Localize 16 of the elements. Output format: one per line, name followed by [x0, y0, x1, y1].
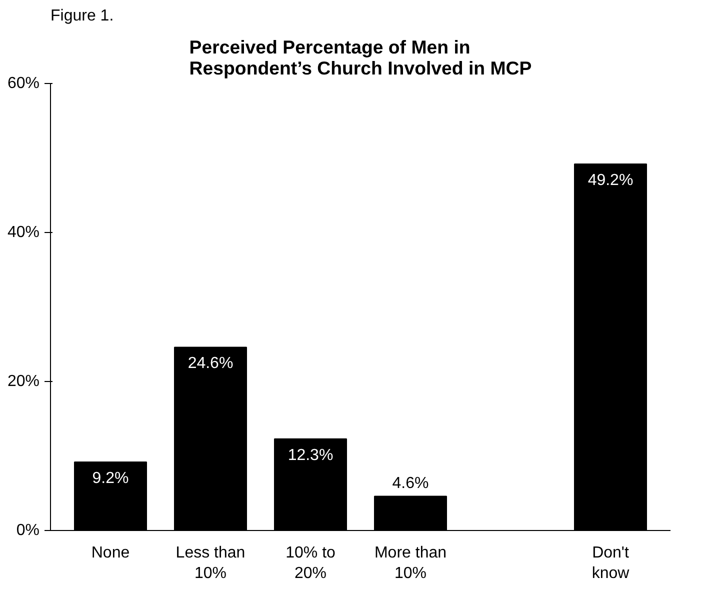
y-tick-label: 60%: [7, 75, 40, 92]
data-label: 12.3%: [288, 446, 334, 464]
x-tick-label: None: [91, 544, 130, 562]
y-tick-label: 40%: [7, 224, 40, 241]
data-label: 9.2%: [92, 470, 129, 487]
x-tick-label: More than 10%: [374, 544, 447, 582]
data-label: 24.6%: [188, 355, 234, 372]
x-tick-label: Less than 10%: [176, 544, 246, 582]
chart-title: Perceived Percentage of Men in Respondent’s Church Involved in MCP: [189, 36, 532, 78]
y-tick-label: 0%: [16, 522, 40, 539]
caption: Figure 1.: [50, 8, 114, 24]
y-tick-label: 20%: [7, 373, 40, 390]
x-tick-label: 10% to 20%: [286, 544, 336, 582]
data-label: 4.6%: [392, 475, 429, 492]
x-tick-label: Don't know: [592, 544, 630, 582]
data-label: 49.2%: [588, 172, 634, 189]
